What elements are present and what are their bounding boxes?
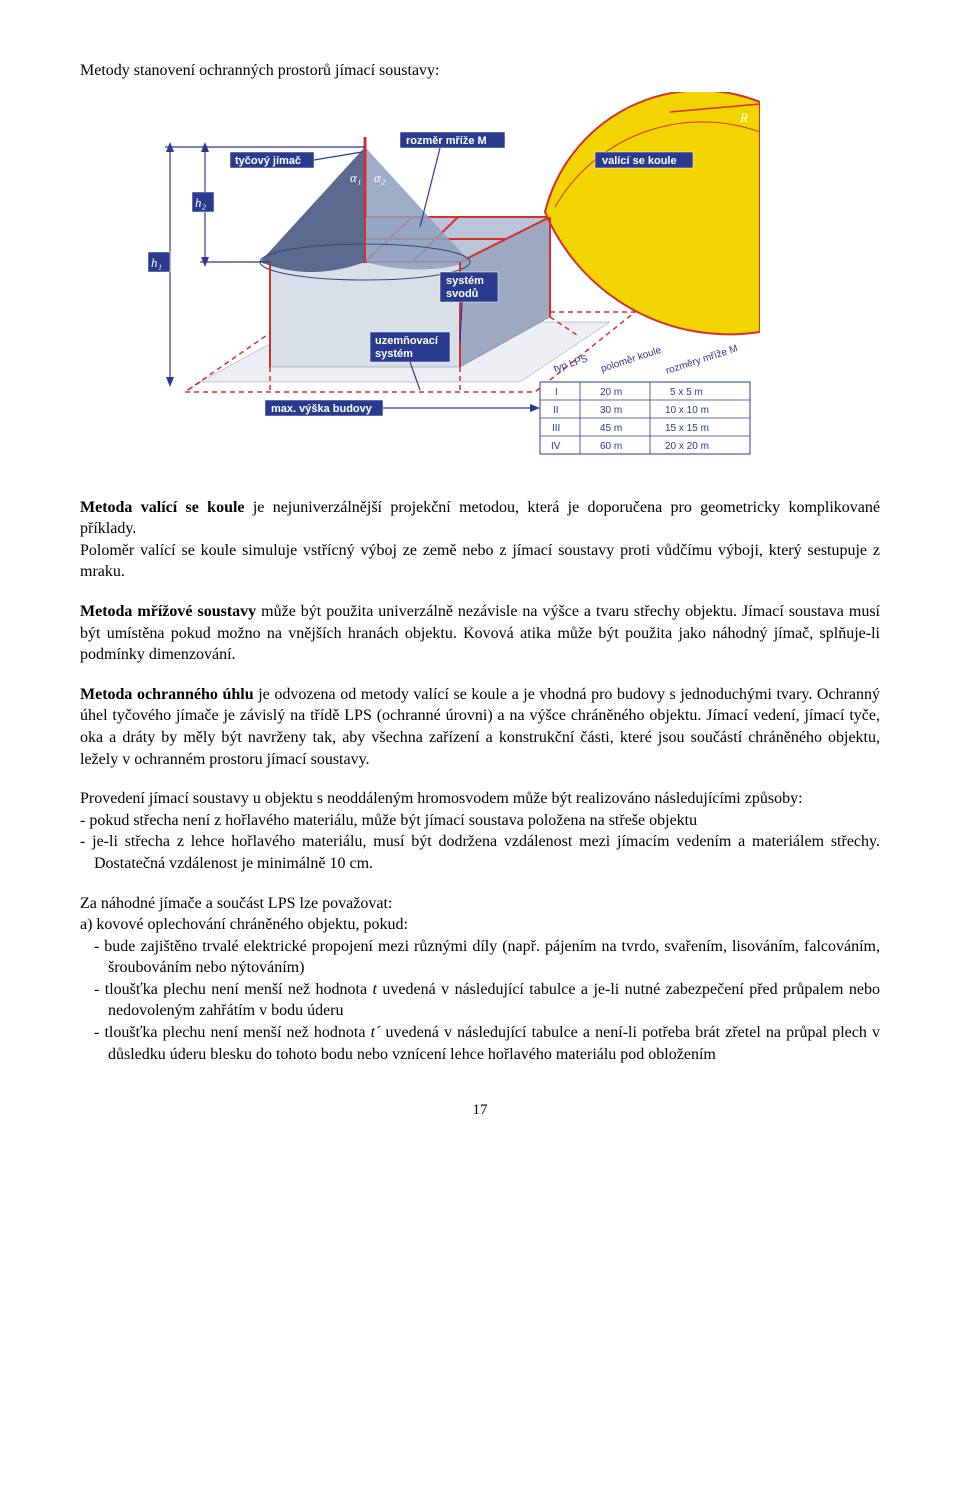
para5-item3: - tloušťka plechu není menší než hodnota… <box>80 1022 880 1065</box>
methods-diagram: α₁ α₂ ochranný úhel R h₁ h₂ <box>140 92 760 472</box>
label-valici: valící se koule <box>595 152 693 168</box>
page-number: 17 <box>80 1100 880 1120</box>
svg-text:II: II <box>553 405 559 416</box>
para5-item2: - tloušťka plechu není menší než hodnota… <box>80 979 880 1022</box>
para4-intro: Provedení jímací soustavy u objektu s ne… <box>80 788 880 810</box>
cone-light <box>365 147 470 270</box>
method2-name: Metoda mřížové soustavy <box>80 603 256 620</box>
label-tycovy: tyčový jímač <box>230 152 362 168</box>
lps-table: I 20 m 5 x 5 m II 30 m 10 x 10 m III 45 … <box>540 382 750 454</box>
alpha2-label: α₂ <box>374 170 386 185</box>
svg-text:rozměr mříže M: rozměr mříže M <box>406 135 487 147</box>
svg-text:60 m: 60 m <box>600 441 622 452</box>
paragraph-5: Za náhodné jímače a součást LPS lze pova… <box>80 893 880 1066</box>
svg-text:30 m: 30 m <box>600 405 622 416</box>
svg-text:valící se koule: valící se koule <box>602 155 677 167</box>
para5-a: a) kovové oplechování chráněného objektu… <box>80 914 880 936</box>
svg-text:45 m: 45 m <box>600 423 622 434</box>
paragraph-3: Metoda ochranného úhlu je odvozena od me… <box>80 684 880 770</box>
method1-name: Metoda valící se koule <box>80 499 245 516</box>
section-title: Metody stanovení ochranných prostorů jím… <box>80 60 880 82</box>
svg-text:max. výška budovy: max. výška budovy <box>271 403 373 415</box>
svg-text:poloměr koule: poloměr koule <box>600 344 664 374</box>
svg-text:10 x 10 m: 10 x 10 m <box>665 405 709 416</box>
alpha1-label: α₁ <box>350 170 361 185</box>
para1-2: Poloměr valící se koule simuluje vstřícn… <box>80 542 880 581</box>
para5-intro: Za náhodné jímače a součást LPS lze pova… <box>80 893 880 915</box>
paragraph-4: Provedení jímací soustavy u objektu s ne… <box>80 788 880 874</box>
svg-text:20 m: 20 m <box>600 387 622 398</box>
svg-text:III: III <box>552 423 560 434</box>
svg-text:20 x 20 m: 20 x 20 m <box>665 441 709 452</box>
svg-text:systém: systém <box>375 348 413 360</box>
rolling-sphere: R <box>545 92 760 334</box>
svg-text:systém: systém <box>446 275 484 287</box>
svg-text:rozměry mříže M: rozměry mříže M <box>665 343 740 377</box>
svg-text:svodů: svodů <box>446 288 478 300</box>
svg-text:h₁: h₁ <box>151 255 162 270</box>
para5-item1: - bude zajištěno trvalé elektrické propo… <box>80 936 880 979</box>
svg-text:15 x 15 m: 15 x 15 m <box>665 423 709 434</box>
svg-text:IV: IV <box>551 441 561 452</box>
label-max-vyska: max. výška budovy <box>265 400 540 416</box>
svg-text:tyčový jímač: tyčový jímač <box>235 155 301 167</box>
para4-item2: - je-li střecha z lehce hořlavého materi… <box>80 831 880 874</box>
svg-text:I: I <box>555 387 558 398</box>
table-headers: typ LPS poloměr koule rozměry mříže M <box>553 343 740 377</box>
para4-item1: - pokud střecha není z hořlavého materiá… <box>80 810 880 832</box>
R-label: R <box>739 110 748 125</box>
svg-text:h₂: h₂ <box>195 195 207 210</box>
paragraph-2: Metoda mřížové soustavy může být použita… <box>80 601 880 666</box>
paragraph-1: Metoda valící se koule je nejuniverzálně… <box>80 497 880 583</box>
svg-text:uzemňovací: uzemňovací <box>375 335 439 347</box>
svg-text:5 x 5 m: 5 x 5 m <box>670 387 703 398</box>
method3-name: Metoda ochranného úhlu <box>80 686 254 703</box>
